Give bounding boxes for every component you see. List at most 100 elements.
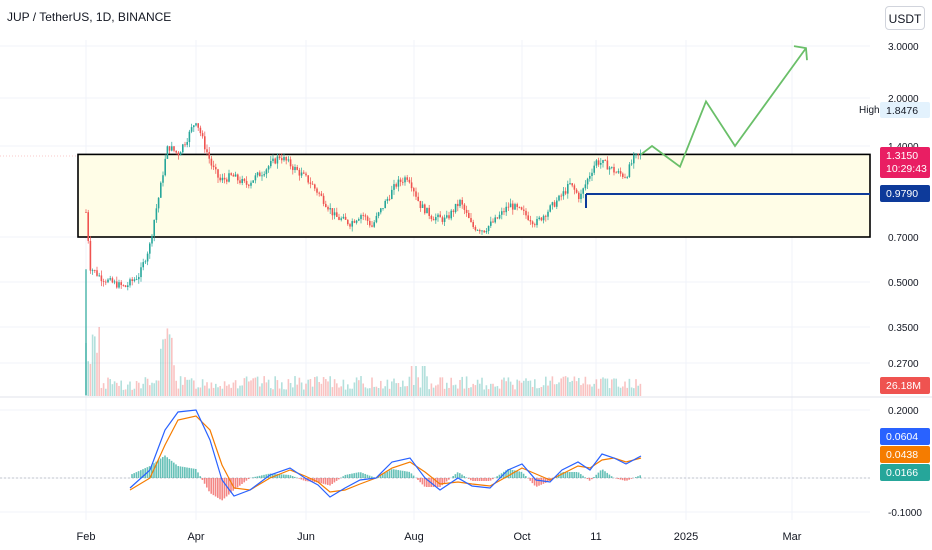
macd-histogram-bar [166,457,168,478]
candle-body [545,215,547,217]
volume-bar [369,388,371,396]
macd-histogram-bar [386,471,388,478]
candle-body [487,225,490,231]
volume-bar [547,385,549,396]
volume-bar [567,377,569,396]
candle-body [437,214,439,218]
candle-body [100,275,103,282]
volume-bar [131,389,133,396]
candle-body [177,152,180,156]
chart-title: JUP / TetherUS, 1D, BINANCE [7,10,172,24]
volume-bar [419,387,422,396]
volume-bar [459,379,461,396]
macd-histogram-bar [533,478,536,486]
candle-body [628,164,631,177]
candle-body [549,205,551,212]
candle-body [551,202,554,206]
candle-body [384,200,386,209]
volume-bar [617,386,620,396]
candle-body [199,127,202,134]
volume-bar [342,379,345,396]
macd-histogram-bar [298,478,300,479]
macd-histogram-bar [368,475,371,478]
macd-histogram-bar [373,477,375,478]
price-axis[interactable]: 3.00002.00001.40000.70000.50000.35000.27… [77,42,923,543]
candle-body [120,282,122,286]
volume-bar [276,380,279,396]
candle-body [232,174,235,177]
candle-body [435,217,437,221]
high-value-bg [880,102,930,118]
macd-histogram-bar [247,478,250,480]
candle-body [289,159,292,167]
volume-bar [362,383,364,396]
currency-unit-button[interactable]: USDT [885,6,925,30]
macd-signal-line [129,415,642,493]
candle-body [201,133,204,137]
volume-bar [278,388,281,396]
volume-bar [292,387,294,396]
volume-bar [338,387,340,396]
volume-bar [166,328,169,396]
macd-histogram-bar [309,478,311,482]
volume-bar [388,388,391,396]
candle-body [146,253,149,262]
macd-histogram-bar [540,478,542,485]
volume-bar [597,388,600,396]
volume-bar [613,378,615,396]
volume-bar [430,383,433,396]
candle-body [397,179,400,187]
candle-body [476,230,479,231]
candle-body [327,206,329,210]
volume-bar [109,379,111,396]
candle-body [351,221,353,227]
macd-histogram-bar [384,472,386,478]
volume-badge-bg [880,377,930,394]
macd-histogram-bar [269,473,272,478]
candle-body [622,173,624,177]
volume-bar [307,379,309,396]
volume-bar [193,380,195,396]
candle-body [556,200,558,207]
volume-bar [300,382,303,396]
candle-body [578,192,580,200]
volume-bar [98,327,100,396]
volume-bar [551,376,554,396]
macd-histogram-bar [399,470,402,478]
candle-body [305,173,307,176]
macd-histogram-bar [228,478,230,495]
volume-bar [316,376,318,396]
candle-body [142,262,144,268]
volume-bar [485,385,488,396]
volume-bar [320,383,323,396]
candle-body [316,188,318,193]
volume-bar [600,378,602,396]
candle-body [507,206,510,208]
macd-histogram-bar [140,470,142,478]
volume-bar [538,387,540,396]
volume-bar [448,387,450,396]
candle-body [573,185,576,190]
volume-bar [556,384,558,396]
price-tick-label: 0.5000 [888,278,919,289]
volume-bar [417,377,419,396]
macd-histogram-bar [272,473,274,478]
macd-histogram-bar [232,478,234,491]
macd-histogram-bar [355,472,358,478]
volume-bar [175,380,177,396]
volume-bar [498,388,501,396]
volume-bar [146,378,149,396]
volume-bar [199,387,202,396]
candle-body [215,167,217,170]
price-tick-label: 0.3500 [888,323,919,334]
volume-bar [496,386,499,396]
macd-histogram-bar [179,466,182,478]
volume-bar [611,379,613,396]
support-badge-text: 0.9790 [886,188,918,200]
macd-histogram-bar [305,478,307,482]
candle-body [602,160,604,164]
macd-histogram-bar [217,478,219,498]
candle-body [582,188,584,194]
